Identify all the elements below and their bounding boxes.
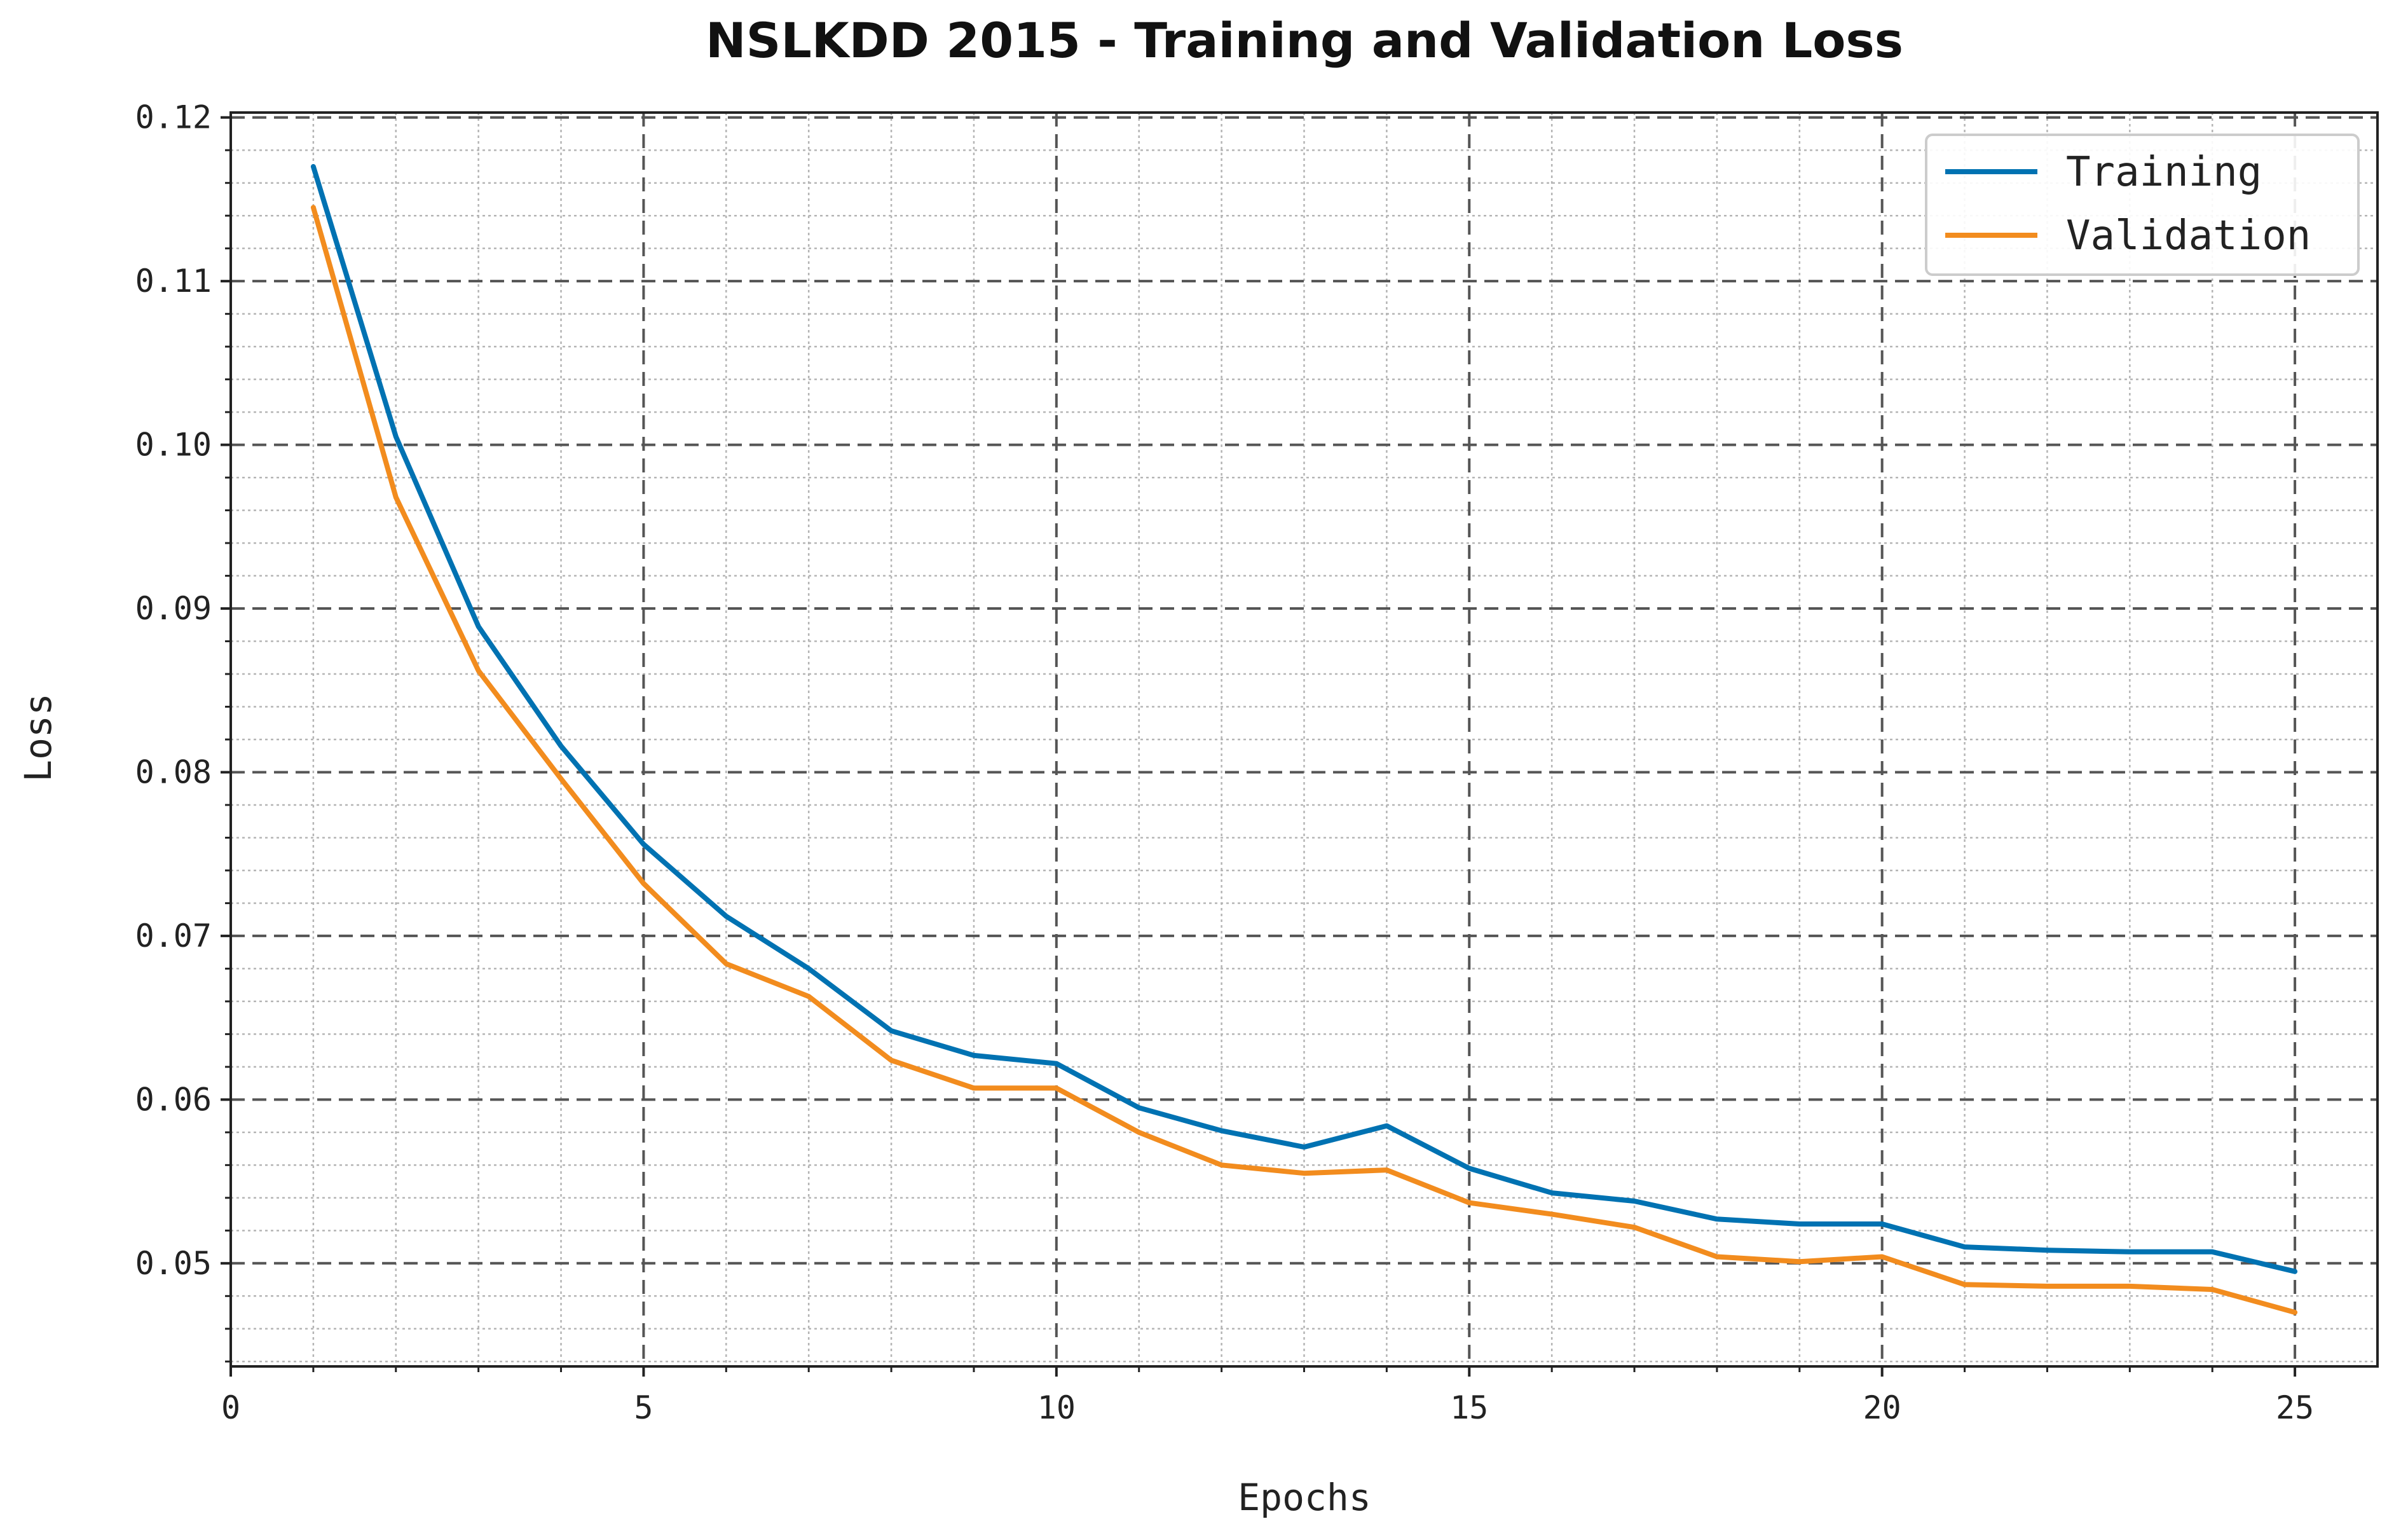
legend-label-validation: Validation: [2066, 212, 2311, 259]
x-tick-label: 25: [2276, 1389, 2314, 1426]
y-tick-label: 0.05: [135, 1245, 212, 1282]
major-grid: [229, 113, 2377, 1366]
y-tick-label: 0.11: [135, 263, 212, 299]
chart-title: NSLKDD 2015 - Training and Validation Lo…: [706, 12, 1903, 69]
y-axis-label: Loss: [17, 693, 60, 782]
series-line-training: [310, 164, 2298, 1274]
series-line-validation: [310, 205, 2298, 1315]
y-tick-label: 0.09: [135, 590, 212, 627]
x-tick-label: 0: [221, 1389, 240, 1426]
y-tick-label: 0.12: [135, 99, 212, 136]
y-tick-label: 0.10: [135, 427, 212, 464]
y-tick-label: 0.08: [135, 753, 212, 790]
x-tick-label: 20: [1863, 1389, 1901, 1426]
x-tick-label: 5: [634, 1389, 653, 1426]
x-axis-label: Epochs: [1238, 1476, 1371, 1519]
x-axis-ticks: 0 5 10 15 20 25: [221, 1366, 2314, 1426]
y-tick-label: 0.06: [135, 1081, 212, 1118]
series-layer: [310, 164, 2298, 1315]
y-tick-label: 0.07: [135, 918, 212, 954]
x-tick-label: 10: [1037, 1389, 1076, 1426]
legend-label-training: Training: [2066, 149, 2262, 196]
y-axis-ticks: 0.05 0.06 0.07 0.08 0.09 0.10 0.11 0.12: [135, 99, 231, 1363]
legend: Training Validation: [1925, 134, 2360, 276]
x-tick-label: 15: [1450, 1389, 1488, 1426]
